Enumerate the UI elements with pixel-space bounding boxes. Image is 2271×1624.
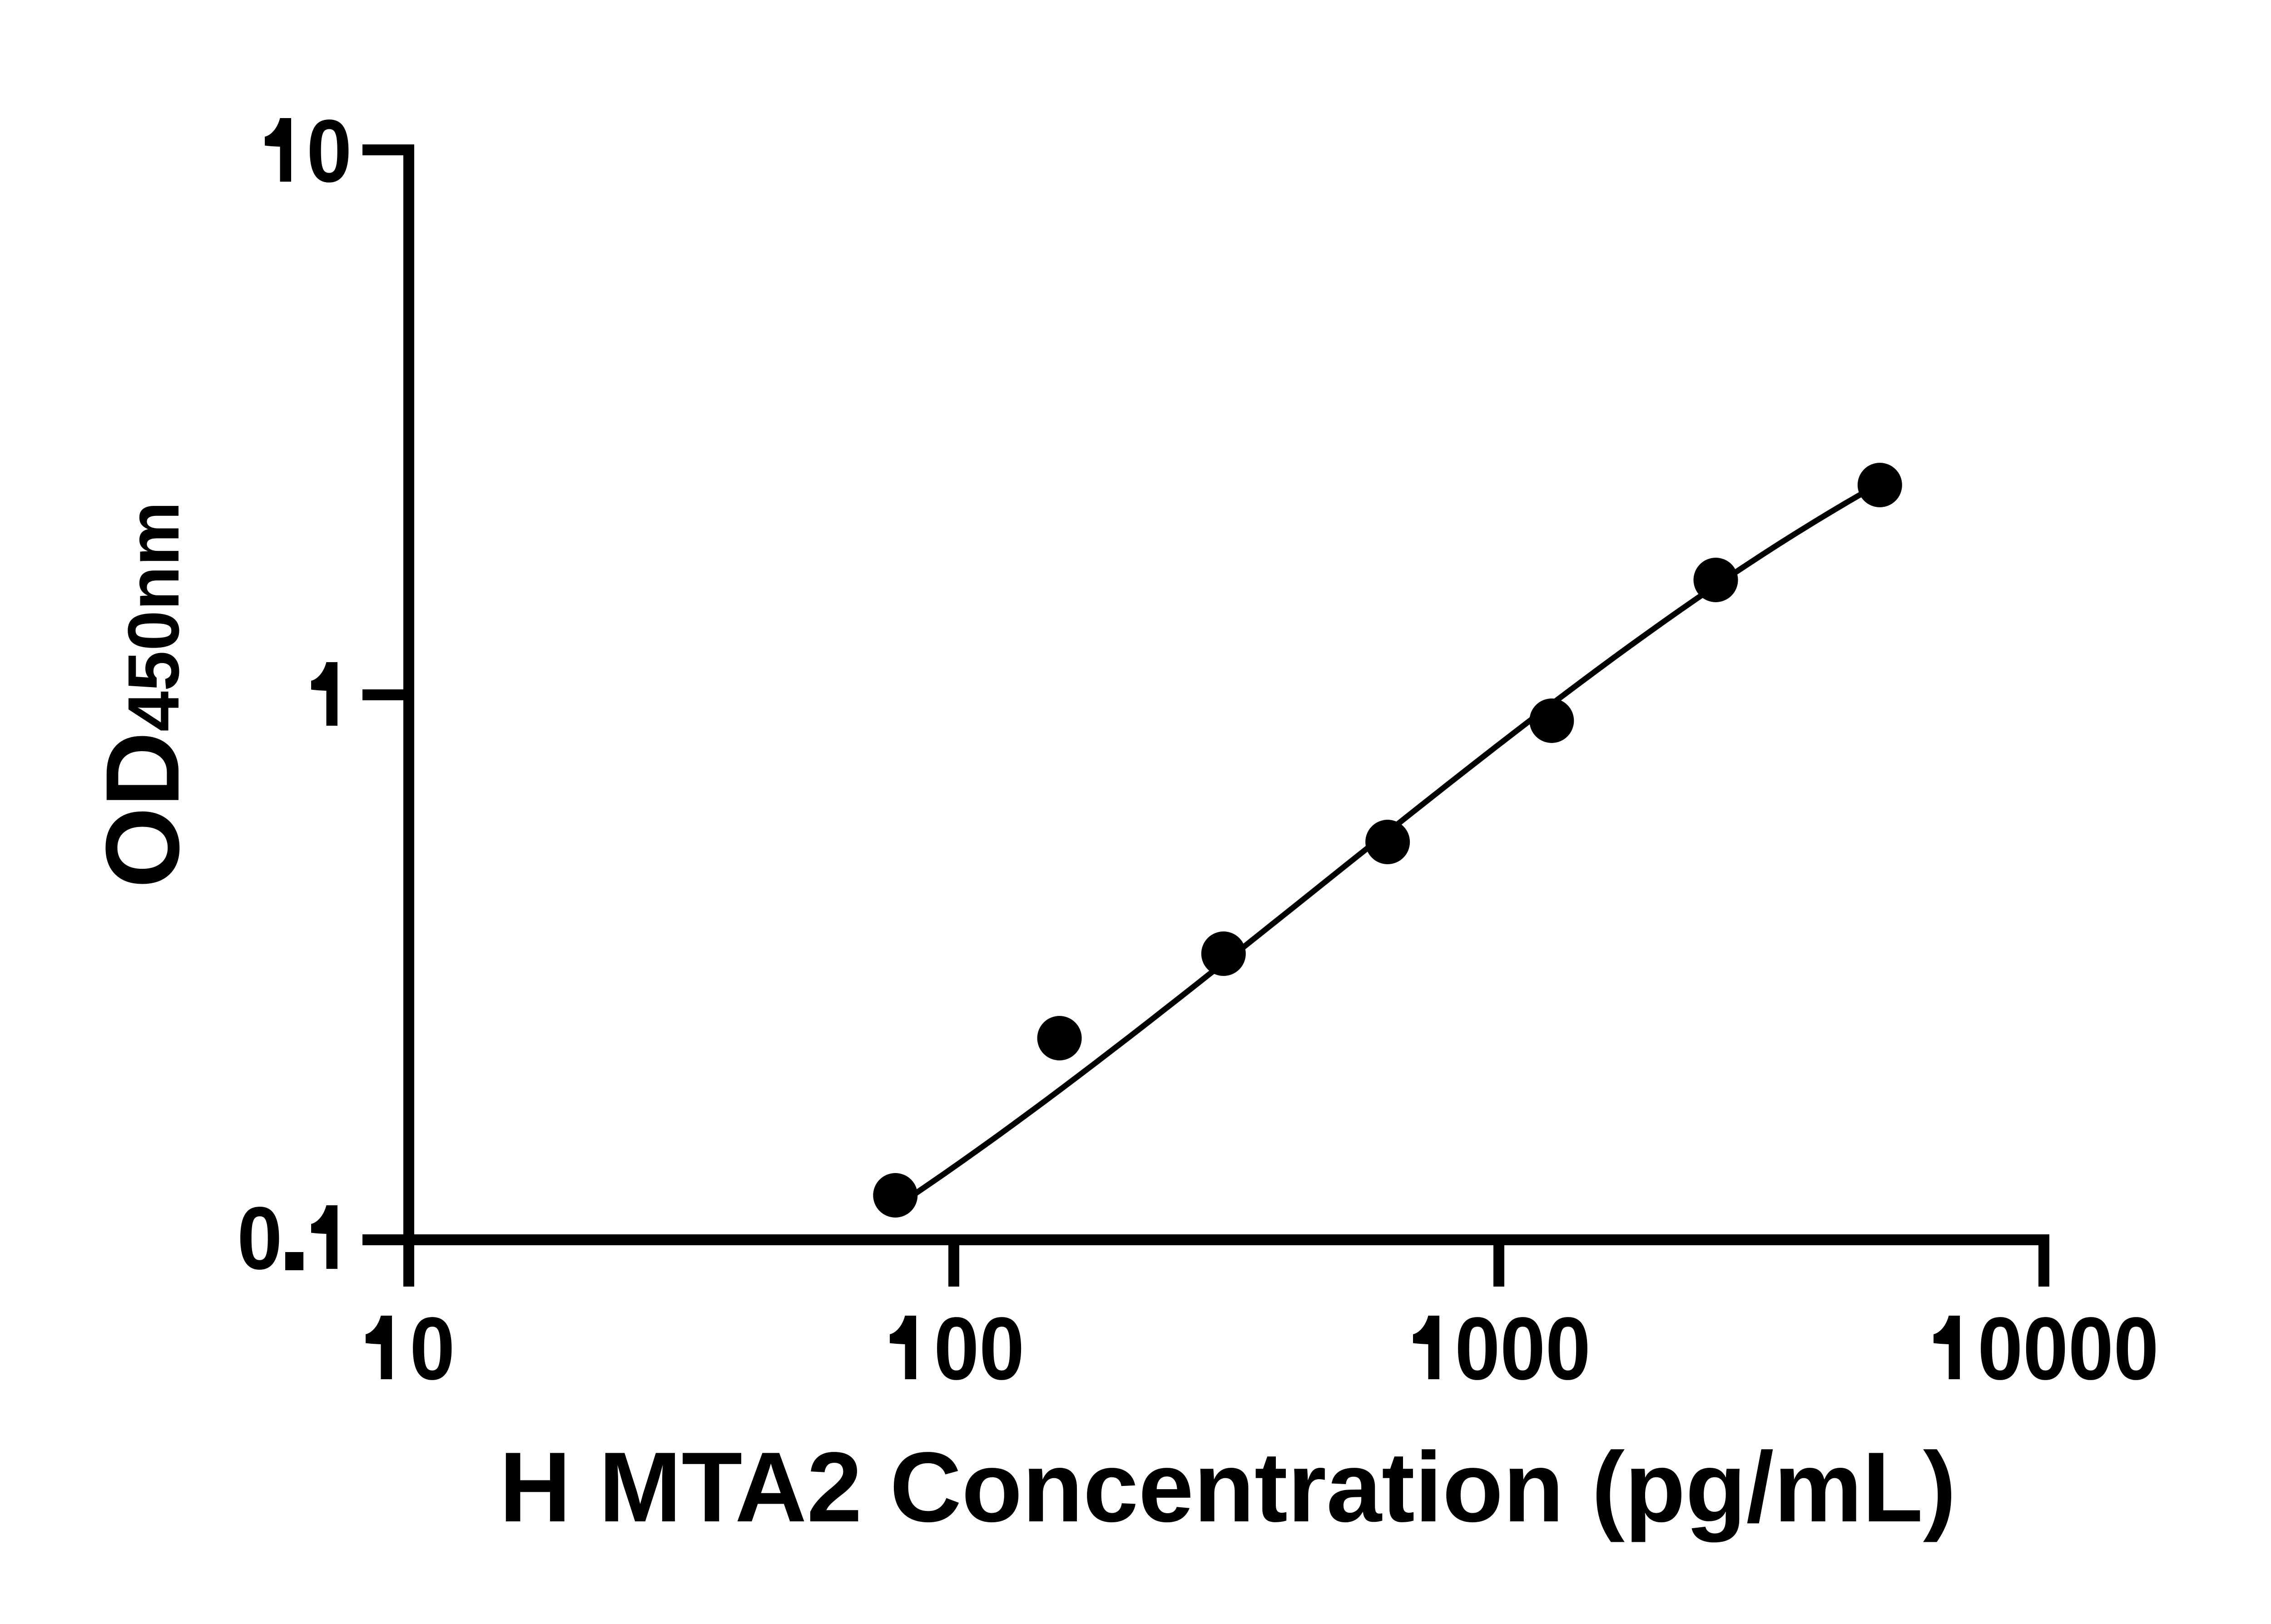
svg-text:0: 0 [410, 1299, 455, 1398]
svg-text:0000: 0000 [1978, 1299, 2159, 1398]
svg-text:00: 00 [934, 1299, 1025, 1398]
svg-text:0: 0 [307, 101, 352, 201]
svg-text:H MTA2 Concentration (pg/mL): H MTA2 Concentration (pg/mL) [499, 1432, 1956, 1543]
svg-text:000: 000 [1455, 1299, 1591, 1398]
svg-text:0: 0 [237, 1188, 283, 1288]
